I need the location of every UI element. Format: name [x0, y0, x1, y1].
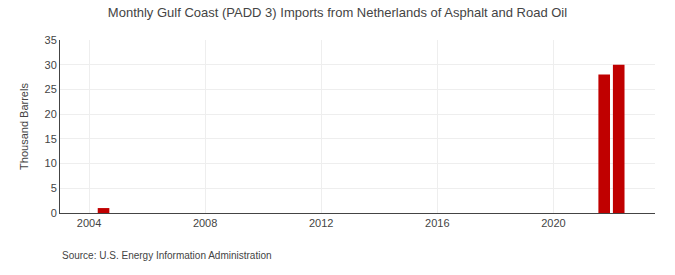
- svg-text:0: 0: [51, 207, 57, 219]
- svg-text:30: 30: [45, 59, 57, 71]
- svg-text:2016: 2016: [425, 217, 449, 229]
- svg-text:Source: U.S. Energy Informatio: Source: U.S. Energy Information Administ…: [62, 250, 272, 261]
- svg-text:5: 5: [51, 182, 57, 194]
- svg-text:2008: 2008: [193, 217, 217, 229]
- svg-text:2012: 2012: [309, 217, 333, 229]
- svg-text:10: 10: [45, 157, 57, 169]
- svg-text:35: 35: [45, 34, 57, 46]
- svg-text:Monthly Gulf Coast (PADD 3) Im: Monthly Gulf Coast (PADD 3) Imports from…: [108, 5, 567, 20]
- svg-text:15: 15: [45, 133, 57, 145]
- svg-text:2020: 2020: [541, 217, 565, 229]
- svg-text:20: 20: [45, 108, 57, 120]
- svg-text:25: 25: [45, 83, 57, 95]
- svg-text:2004: 2004: [77, 217, 101, 229]
- svg-text:Thousand Barrels: Thousand Barrels: [18, 83, 30, 170]
